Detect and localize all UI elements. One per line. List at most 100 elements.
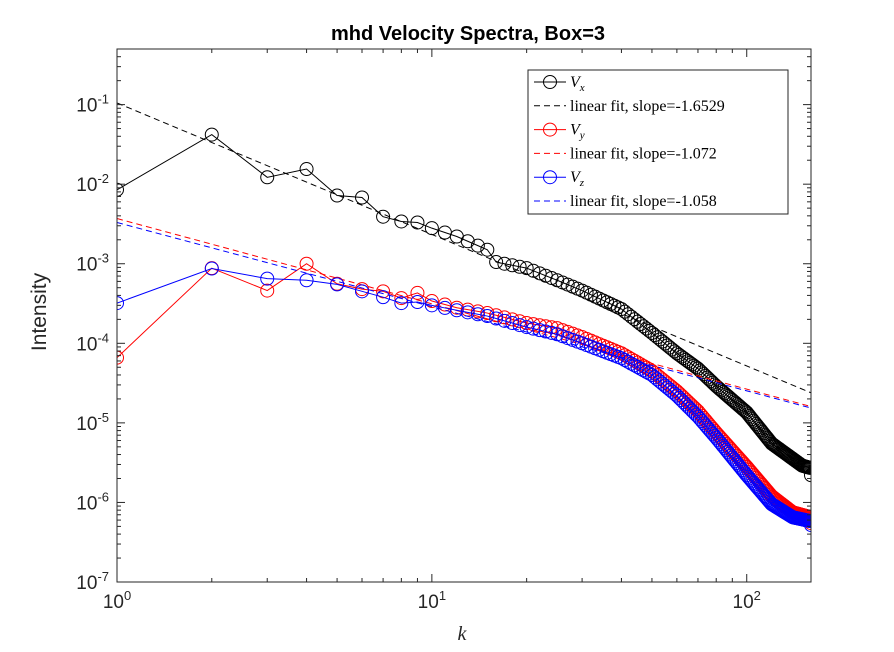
series-x-point [803,460,811,475]
series-z-point [550,327,565,342]
series-x-point [394,214,409,229]
series-z-point [376,290,391,305]
legend-y-fit-label: linear fit, slope=-1.072 [570,145,717,162]
x-tick-label: 100 [103,588,131,613]
series-z-point [299,273,314,288]
series-x-point [497,256,512,271]
y-tick-label: 10-7 [76,569,109,594]
series-z-point [804,518,811,533]
legend-x-marker [543,75,557,89]
series-z-point [330,277,345,292]
series-z-point [204,261,219,276]
series-x-fit-line [117,102,811,394]
x-axis-label: k [458,623,468,645]
series-x-point [660,338,675,353]
series-z-point [489,311,504,326]
series-z-point [260,271,275,286]
series-z-point [512,318,527,333]
y-tick-label: 10-3 [76,251,109,276]
series-y-point [424,294,439,309]
x-tick-label: 102 [733,588,761,613]
series-x-point [692,363,707,378]
legend-z-label: Vz [570,169,585,189]
series-x-point [260,170,275,185]
series-y-point [470,304,485,319]
series-y-point [657,374,672,389]
series-z-point [519,320,534,335]
series-x-point [470,238,485,253]
series-y-point [512,314,527,329]
legend-y-label: Vy [570,122,585,142]
series-x-point [204,127,219,142]
series-x-point [657,336,672,351]
series-y-point [299,256,314,271]
series-z-point [355,284,370,299]
axes: 100 101 102 10-7 10-6 10-5 10-4 10-3 10-2 10-1 [76,48,812,613]
series-z-point [729,456,744,471]
series-y-point [394,291,409,306]
legend-box [527,69,789,215]
series-x-point [299,162,314,177]
axes-box [116,48,812,583]
series-x-point [532,266,547,281]
series-z-point [480,309,495,324]
series-x-point [610,300,625,315]
series-x-point [460,234,475,249]
y-axis-label: Intensity [28,272,51,351]
series-z-point [394,296,409,311]
series-z-point [662,382,677,397]
series-y-point [117,350,124,365]
series-x-point [355,190,370,205]
series-y-point [662,378,677,393]
series-x-point [480,242,495,257]
x-tick-label: 101 [418,588,446,613]
y-tick-label: 10-5 [76,410,109,435]
series-z-point [725,450,740,465]
series-z-point [728,454,743,469]
series-y-point [480,306,495,321]
series-z-point [410,295,425,310]
y-tick-label: 10-1 [76,92,109,117]
series-x-point [688,360,703,375]
series-x-point [330,188,345,203]
chart-title: mhd Velocity Spectra, Box=3 [331,23,605,45]
legend: Vx linear fit, slope=-1.6529 Vy linear fit,… [527,69,789,215]
legend-y-marker [543,122,557,137]
series-x-point [804,468,811,483]
series-z-point [449,303,464,318]
legend-x-fit-label: linear fit, slope=-1.6529 [570,98,725,115]
series-x-point [489,255,504,270]
series-z-point [726,452,741,467]
series-x-point [410,215,425,230]
series-z-point [497,313,512,328]
series-z-point [621,354,636,369]
series-z-point [731,457,746,472]
series-x-point [662,340,677,355]
series-y-point [376,284,391,299]
series-y-point [505,312,520,327]
series-z-point [470,307,485,322]
legend-x-label: Vx [570,74,585,94]
series-y-point [260,283,275,298]
legend-z-marker [543,170,557,185]
series-z-point [544,325,559,340]
y-tick-label: 10-2 [76,171,109,196]
series-x-point [607,298,622,313]
series-z-point [460,305,475,320]
y-tick-label: 10-4 [76,330,109,355]
series-z-point [660,380,675,395]
series-x-point [690,361,705,376]
series-x-point [696,367,711,382]
series-z-point [505,316,520,331]
series-z-point [538,324,553,339]
y-tick-label: 10-6 [76,489,109,514]
series-z-point [424,298,439,313]
series-x-point [117,182,124,197]
series-z-point [117,296,124,311]
series-x-point [519,261,534,276]
series-y-point [660,376,675,391]
series-x-point [512,259,527,274]
series-y-point [489,308,504,323]
legend-z-fit-label: linear fit, slope=-1.058 [570,193,717,210]
